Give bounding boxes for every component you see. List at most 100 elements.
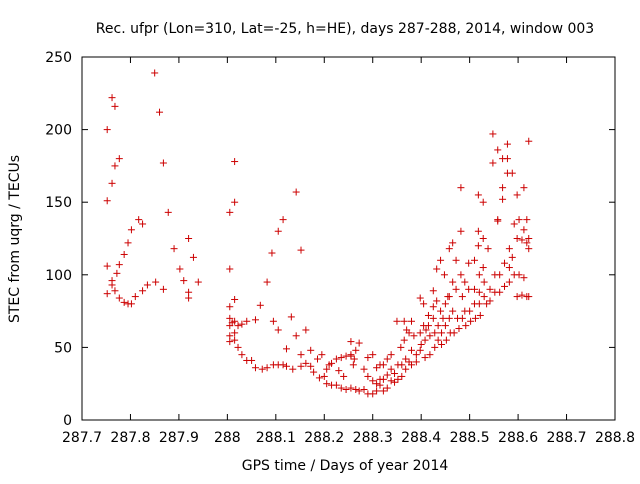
y-tick-label: 100 <box>45 268 72 284</box>
data-points <box>103 69 533 398</box>
data-point <box>407 346 415 354</box>
data-point <box>297 351 305 359</box>
data-point <box>479 264 487 272</box>
data-point <box>426 332 434 340</box>
data-point <box>475 288 483 296</box>
data-point <box>450 329 458 337</box>
data-point <box>499 195 507 203</box>
data-point <box>103 126 111 134</box>
x-tick-label: 288.3 <box>353 430 393 446</box>
data-point <box>143 281 151 289</box>
data-point <box>170 245 178 253</box>
data-point <box>525 245 533 253</box>
data-point <box>111 287 119 295</box>
data-point <box>402 355 410 363</box>
data-point <box>402 365 410 373</box>
data-point <box>320 372 328 380</box>
data-point <box>315 374 323 382</box>
data-point <box>159 159 167 167</box>
data-point <box>124 239 132 247</box>
data-point <box>400 317 408 325</box>
data-point <box>373 364 381 372</box>
y-tick-label: 150 <box>45 195 72 211</box>
data-point <box>335 367 343 375</box>
data-point <box>115 294 123 302</box>
data-point <box>156 108 164 116</box>
data-point <box>369 377 377 385</box>
plot-frame <box>81 56 616 421</box>
data-point <box>525 293 533 301</box>
data-point <box>352 386 360 394</box>
data-point <box>238 351 246 359</box>
data-point <box>139 287 147 295</box>
data-point <box>307 346 315 354</box>
data-point <box>269 317 277 325</box>
data-point <box>452 285 460 293</box>
data-point <box>332 355 340 363</box>
data-point <box>505 245 513 253</box>
data-point <box>465 259 473 267</box>
data-point <box>139 220 147 228</box>
data-point <box>274 326 282 334</box>
data-point <box>349 361 357 369</box>
data-point <box>457 184 465 192</box>
data-point <box>318 351 326 359</box>
data-point <box>350 355 358 363</box>
data-point <box>347 352 355 360</box>
x-tick-label: 288.7 <box>546 430 586 446</box>
data-point <box>455 325 463 333</box>
y-tick-label: 50 <box>54 340 72 356</box>
data-point <box>383 355 391 363</box>
data-point <box>438 340 446 348</box>
data-point <box>510 220 518 228</box>
x-tick-label: 287.9 <box>159 430 199 446</box>
data-point <box>452 256 460 264</box>
data-point <box>251 316 259 324</box>
data-point <box>323 365 331 373</box>
data-point <box>120 250 128 258</box>
data-point <box>412 358 420 366</box>
data-point <box>127 226 135 234</box>
x-tick-label: 288.4 <box>401 430 441 446</box>
data-point <box>393 317 401 325</box>
data-point <box>352 346 360 354</box>
data-point <box>103 290 111 298</box>
data-point <box>434 322 442 330</box>
data-point <box>279 216 287 224</box>
data-point <box>243 317 251 325</box>
data-point <box>484 245 492 253</box>
data-point <box>108 179 116 187</box>
data-point <box>310 368 318 376</box>
data-point <box>470 285 478 293</box>
data-point <box>111 102 119 110</box>
data-point <box>501 259 509 267</box>
data-point <box>256 301 264 309</box>
data-point <box>434 336 442 344</box>
chart-title: Rec. ufpr (Lon=310, Lat=-25, h=HE), days… <box>96 21 594 37</box>
data-point <box>523 216 531 224</box>
data-point <box>347 384 355 392</box>
data-point <box>397 343 405 351</box>
data-point <box>307 362 315 370</box>
data-point <box>433 265 441 273</box>
data-point <box>238 320 246 328</box>
data-point <box>505 278 513 286</box>
data-point <box>458 314 466 322</box>
data-point <box>412 351 420 359</box>
data-point <box>176 265 184 273</box>
data-point <box>292 332 300 340</box>
data-point <box>231 295 239 303</box>
data-point <box>185 235 193 242</box>
data-point <box>151 69 159 77</box>
data-point <box>403 326 411 334</box>
data-point <box>494 217 502 225</box>
data-point <box>513 235 521 242</box>
data-point <box>387 351 395 359</box>
x-tick-label: 287.7 <box>62 430 102 446</box>
data-point <box>496 271 504 279</box>
data-point <box>127 300 135 308</box>
data-point <box>457 227 465 235</box>
data-point <box>458 293 466 301</box>
data-point <box>263 364 271 372</box>
